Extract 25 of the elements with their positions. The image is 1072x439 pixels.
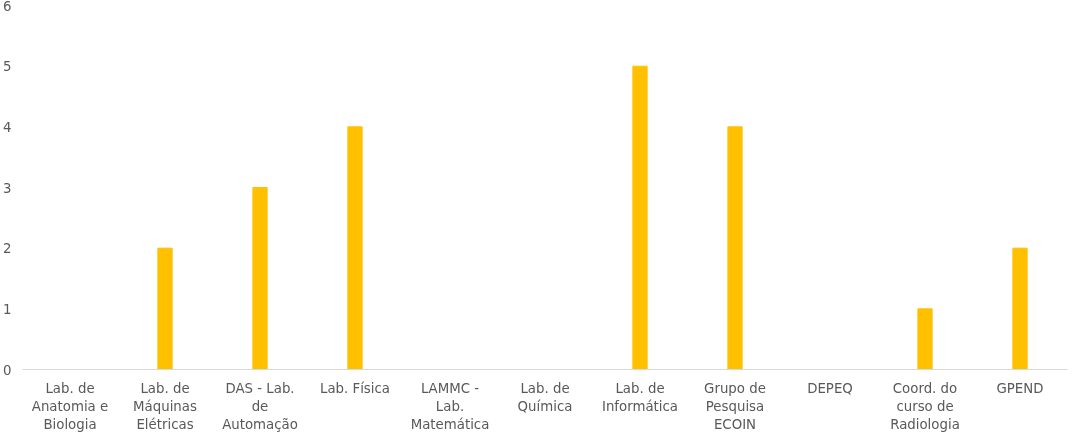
y-tick-label: 3 [3,180,12,196]
x-tick-label: Lab. de Química [517,380,573,414]
y-tick-label: 2 [3,241,12,257]
x-tick-label: LAMMC - Lab. Matemática [410,380,490,432]
x-tick-label: Coord. do curso de Radiologia [890,380,960,432]
bar [917,308,933,370]
y-tick-label: 5 [3,59,12,75]
bar [727,126,743,370]
bar [632,65,648,370]
x-tick-label: Lab. de Anatomia e Biologia [31,380,109,432]
bar [252,187,268,370]
x-tick-label: Lab. de Máquinas Elétricas [133,380,197,432]
x-tick-label: Lab. Física [319,380,391,396]
x-tick-label: Lab. de Informática [601,380,679,414]
bar [157,247,173,370]
x-tick-label: DEPEQ [807,380,853,396]
x-tick-label: DAS - Lab. de Automação [222,380,298,432]
bar [347,126,363,370]
y-tick-label: 0 [3,362,12,378]
bar [1012,247,1028,370]
y-tick-label: 1 [3,301,12,317]
y-tick-label: 4 [3,119,12,135]
x-tick-label: Grupo de Pesquisa ECOIN [704,380,766,432]
y-tick-label: 6 [3,0,12,14]
x-tick-label: GPEND [996,380,1044,396]
